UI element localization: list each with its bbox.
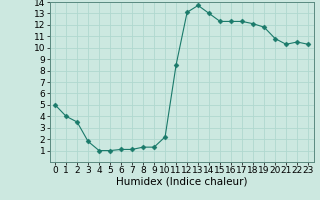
X-axis label: Humidex (Indice chaleur): Humidex (Indice chaleur) <box>116 177 247 187</box>
